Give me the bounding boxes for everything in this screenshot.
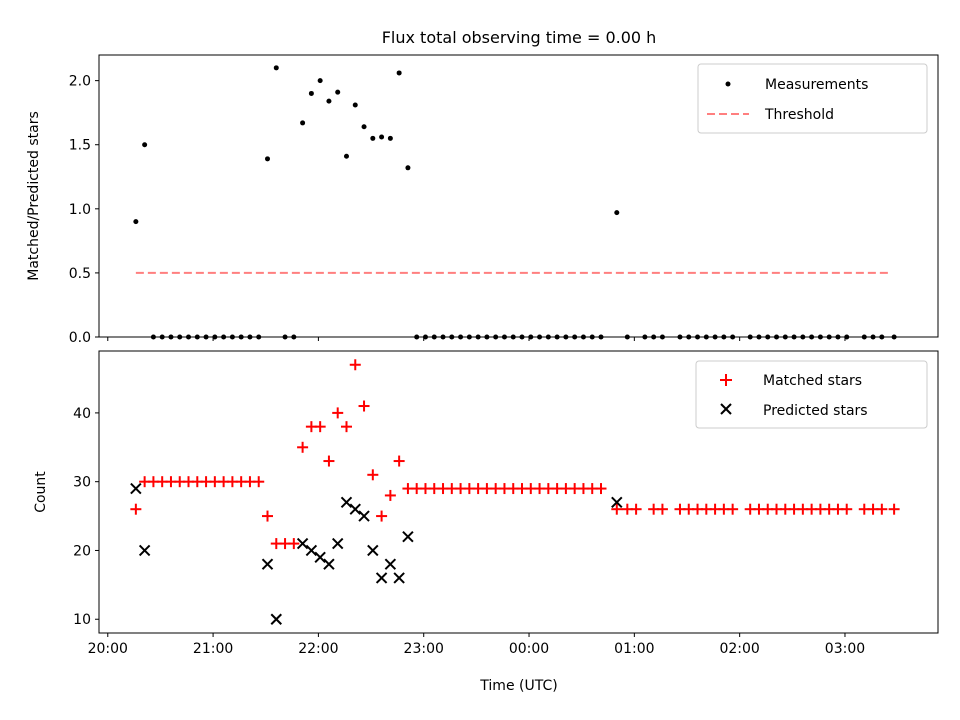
matched-stars-point: [841, 503, 853, 515]
matched-stars-point: [314, 421, 326, 433]
predicted-stars-point: [314, 551, 326, 564]
y-tick-label: 10: [73, 612, 91, 628]
predicted-stars-point: [384, 558, 397, 570]
legend-predicted-label: Predicted stars: [763, 403, 868, 419]
predicted-stars-point: [611, 496, 623, 509]
y-tick-label: 0.5: [69, 266, 91, 282]
measurement-point: [387, 135, 393, 141]
predicted-stars-point: [305, 544, 318, 557]
x-tick-label: 00:00: [509, 641, 549, 657]
measurement-point: [352, 102, 358, 108]
legend-matched-marker: [720, 374, 732, 386]
legend-threshold-label: Threshold: [764, 107, 834, 123]
matched-stars-point: [297, 441, 309, 453]
predicted-stars-point: [340, 496, 353, 509]
bottom-y-axis-label: Count: [33, 471, 49, 513]
predicted-stars-point: [332, 537, 344, 550]
matched-stars-point: [656, 503, 668, 515]
x-tick-label: 02:00: [719, 641, 759, 657]
matched-stars-point: [323, 455, 335, 467]
top-y-axis-label: Matched/Predicted stars: [26, 111, 42, 281]
y-tick-label: 40: [73, 406, 91, 422]
measurement-point: [361, 124, 367, 130]
top-y-ticks: 0.0 0.5 1.0 1.5 2.0: [69, 74, 99, 346]
chart-title: Flux total observing time = 0.00 h: [382, 28, 657, 47]
matched-stars-point: [367, 469, 379, 481]
y-tick-label: 1.0: [69, 202, 91, 218]
x-tick-label: 03:00: [825, 641, 865, 657]
y-tick-label: 2.0: [69, 74, 91, 90]
measurement-point: [405, 165, 411, 171]
matched-stars-point: [876, 503, 888, 515]
measurement-point: [308, 90, 314, 96]
measurement-point: [614, 210, 620, 216]
predicted-stars-point: [402, 531, 414, 543]
matched-stars-point: [288, 538, 300, 550]
bottom-x-ticks: 20:00 21:00 22:00 23:00 00:00 01:00 02:00 03:00: [88, 633, 865, 657]
x-tick-label: 22:00: [298, 641, 338, 657]
legend-measurements-label: Measurements: [765, 77, 868, 93]
predicted-stars-point: [393, 572, 405, 584]
top-plot-frame: [98, 54, 939, 338]
x-tick-label: 01:00: [614, 641, 654, 657]
y-tick-label: 0.0: [69, 330, 91, 346]
predicted-stars-point: [261, 558, 274, 570]
matched-stars-point: [888, 503, 900, 515]
predicted-stars-point: [367, 544, 379, 557]
matched-stars-point: [611, 503, 623, 515]
measurement-point: [142, 142, 148, 148]
matched-stars-point: [393, 455, 405, 467]
measurement-point: [343, 153, 349, 159]
measurement-point: [335, 89, 341, 95]
bottom-legend: Matched stars Predicted stars: [695, 360, 928, 429]
measurement-point: [300, 120, 306, 126]
matched-stars-point: [630, 503, 642, 515]
predicted-stars-point: [130, 482, 142, 495]
measurement-point: [133, 219, 139, 225]
x-axis-label: Time (UTC): [479, 678, 557, 694]
matched-stars-point: [253, 476, 265, 488]
matched-stars-point: [332, 407, 344, 419]
matched-stars-point: [376, 510, 388, 522]
predicted-stars-point: [296, 537, 309, 550]
matched-stars-point: [340, 421, 352, 433]
matched-stars-point: [727, 503, 739, 515]
measurement-point: [265, 156, 271, 162]
measurement-point: [317, 78, 323, 84]
y-tick-label: 20: [73, 543, 91, 559]
top-legend: Measurements Threshold: [697, 63, 928, 134]
matched-stars-point: [262, 510, 274, 522]
predicted-stars-point: [349, 503, 361, 515]
predicted-stars-point: [323, 558, 335, 570]
legend-measurements-marker: [725, 81, 731, 87]
bottom-plot-frame: [98, 350, 939, 634]
matched-stars-point: [595, 483, 607, 495]
y-tick-label: 30: [73, 475, 91, 491]
top-x-ticks: [107, 337, 846, 341]
x-tick-label: 23:00: [404, 641, 444, 657]
legend-predicted-marker: [720, 403, 732, 415]
measurement-point: [396, 70, 402, 76]
x-tick-label: 20:00: [88, 641, 128, 657]
predicted-stars-point: [138, 544, 151, 557]
matched-stars-point: [358, 400, 370, 412]
predicted-stars-point: [270, 613, 282, 625]
bottom-plot-marks: [130, 359, 900, 625]
matched-stars-point: [384, 489, 396, 501]
matched-stars-point: [130, 503, 142, 515]
predicted-stars-point: [375, 572, 388, 584]
y-tick-label: 1.5: [69, 138, 91, 154]
measurement-point: [379, 134, 385, 140]
predicted-stars-point: [358, 510, 370, 522]
measurement-point: [370, 135, 376, 141]
measurement-point: [273, 65, 279, 71]
x-tick-label: 21:00: [193, 641, 233, 657]
measurement-point: [326, 98, 332, 104]
matched-stars-point: [349, 359, 361, 371]
bottom-y-ticks: 10 20 30 40: [73, 406, 99, 628]
legend-matched-label: Matched stars: [763, 373, 862, 389]
